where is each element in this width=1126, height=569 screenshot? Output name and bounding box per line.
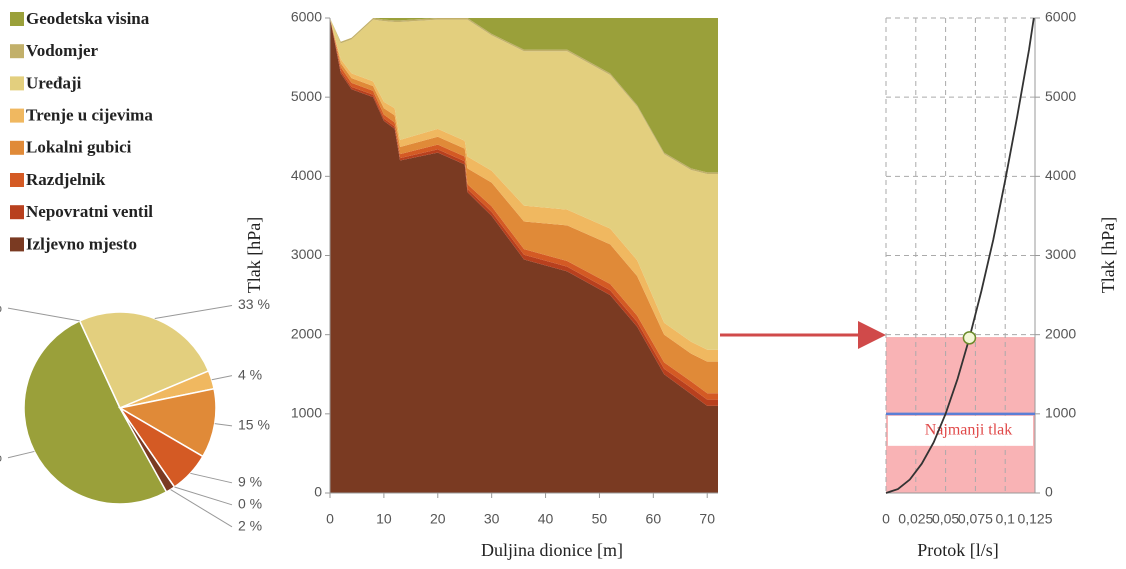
legend-swatch bbox=[10, 173, 24, 187]
pie-label: 0 % bbox=[238, 496, 262, 512]
x-tick-label: 10 bbox=[376, 511, 392, 527]
x-tick-label: 0,025 bbox=[898, 511, 933, 527]
x-tick-label: 0,05 bbox=[932, 511, 959, 527]
arrow-head bbox=[858, 321, 886, 349]
legend-swatch bbox=[10, 205, 24, 220]
x-tick-label: 0 bbox=[326, 511, 334, 527]
legend-label: Uređaji bbox=[26, 73, 82, 92]
area-segment bbox=[330, 18, 718, 493]
y-tick-label: 6000 bbox=[291, 9, 322, 25]
y-tick-label: 1000 bbox=[291, 405, 322, 421]
y-tick-label: 3000 bbox=[291, 246, 322, 262]
y-tick-label: 3000 bbox=[1045, 246, 1076, 262]
leader-line bbox=[7, 307, 80, 322]
leader-line bbox=[7, 450, 35, 459]
legend-swatch bbox=[10, 140, 24, 155]
annotation-text: Najmanji tlak bbox=[925, 422, 1013, 439]
x-tick-label: 60 bbox=[646, 511, 662, 527]
legend-swatch bbox=[10, 237, 24, 252]
x-tick-label: 0,125 bbox=[1017, 511, 1052, 527]
x-tick-label: 0,1 bbox=[995, 511, 1015, 527]
leader-line bbox=[211, 375, 233, 381]
y-tick-label: 0 bbox=[314, 484, 322, 500]
plot-area bbox=[330, 18, 718, 493]
y-axis-label: Tlak [hPa] bbox=[244, 217, 264, 293]
x-tick-label: 70 bbox=[699, 511, 715, 527]
area-segment bbox=[330, 18, 718, 173]
y-tick-label: 5000 bbox=[291, 88, 322, 104]
legend-label: Razdjelnik bbox=[26, 170, 106, 189]
pie-label: 66 % bbox=[0, 448, 2, 464]
legend-label: Izljevno mjesto bbox=[26, 234, 137, 253]
y-axis-label: Tlak [hPa] bbox=[1098, 217, 1118, 293]
legend-label: Nepovratni ventil bbox=[26, 202, 153, 221]
legend-swatch bbox=[10, 12, 24, 26]
leader-line bbox=[154, 304, 233, 320]
x-tick-label: 0 bbox=[882, 511, 890, 527]
x-tick-label: 20 bbox=[430, 511, 446, 527]
y-tick-label: 4000 bbox=[1045, 167, 1076, 183]
annotation-box bbox=[888, 415, 1033, 446]
pie-slice bbox=[23, 319, 168, 505]
legend-label: Trenje u cijevima bbox=[26, 106, 153, 125]
legend-swatch bbox=[10, 76, 24, 91]
area-segment bbox=[330, 18, 718, 394]
leader-line bbox=[214, 423, 233, 427]
x-axis-label: Protok [l/s] bbox=[917, 540, 999, 560]
leader-line bbox=[170, 489, 233, 528]
x-tick-label: 0,075 bbox=[958, 511, 993, 527]
x-tick-label: 50 bbox=[592, 511, 608, 527]
pie-label: 4 % bbox=[238, 366, 262, 382]
legend-label: Lokalni gubici bbox=[26, 138, 132, 157]
y-tick-label: 5000 bbox=[1045, 88, 1076, 104]
operating-point bbox=[962, 331, 977, 345]
y-tick-label: 0 bbox=[1045, 484, 1053, 500]
pie-label: 0 % bbox=[0, 299, 2, 315]
x-axis-label: Duljina dionice [m] bbox=[481, 540, 623, 560]
leader-line bbox=[174, 486, 233, 506]
leader-line bbox=[190, 472, 233, 484]
line-series bbox=[885, 17, 1035, 494]
pie-slice bbox=[117, 387, 217, 458]
legend-swatch bbox=[10, 108, 24, 123]
legend-swatch bbox=[10, 44, 24, 59]
legend-label: Vodomjer bbox=[26, 41, 99, 60]
legend-label: Geodetska visina bbox=[26, 9, 150, 28]
y-tick-label: 6000 bbox=[1045, 9, 1076, 25]
pie-label: 2 % bbox=[238, 518, 262, 534]
y-tick-label: 1000 bbox=[1045, 405, 1076, 421]
pie-label: 15 % bbox=[238, 417, 270, 433]
pie-label: 33 % bbox=[238, 296, 270, 312]
pie-label: 9 % bbox=[238, 474, 262, 490]
y-tick-label: 2000 bbox=[1045, 325, 1076, 341]
y-tick-label: 2000 bbox=[291, 325, 322, 341]
y-tick-label: 4000 bbox=[291, 167, 322, 183]
x-tick-label: 40 bbox=[538, 511, 554, 527]
area-segment bbox=[330, 18, 718, 350]
x-tick-label: 30 bbox=[484, 511, 500, 527]
